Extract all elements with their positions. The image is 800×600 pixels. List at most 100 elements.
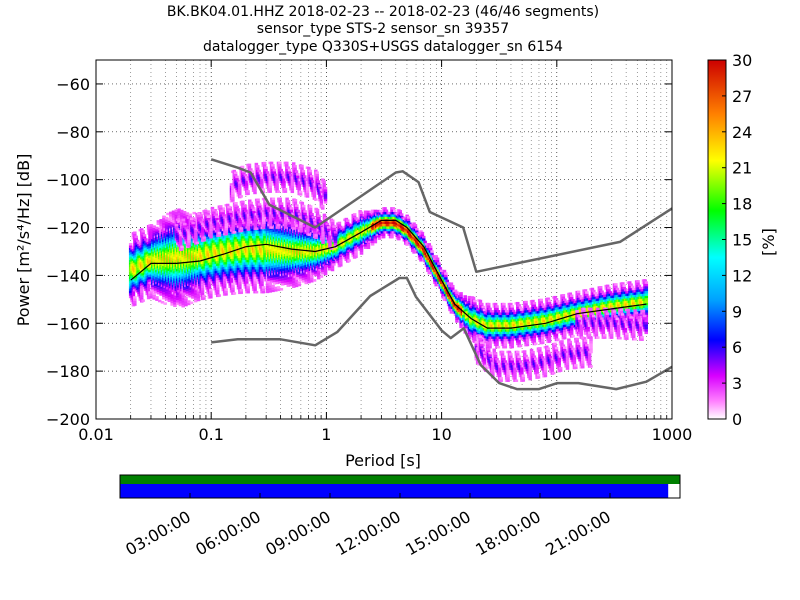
- heatmap-cell: [181, 300, 185, 303]
- heatmap-cell: [209, 288, 213, 292]
- heatmap-cell: [156, 289, 161, 293]
- heatmap-cell: [254, 290, 259, 294]
- heatmap-cell: [170, 224, 174, 227]
- heatmap-cell: [188, 294, 192, 298]
- heatmap-cell: [271, 289, 275, 293]
- heatmap-cell: [376, 212, 380, 215]
- heatmap-cell: [289, 281, 293, 284]
- heatmap-cell: [415, 227, 419, 231]
- heatmap-cell: [131, 294, 136, 297]
- heatmap-cell: [191, 296, 195, 299]
- heatmap-cell: [185, 291, 190, 294]
- heatmap-cell: [246, 283, 250, 287]
- heatmap-cell: [274, 286, 278, 290]
- heatmap-cell: [188, 287, 192, 291]
- heatmap-cell: [370, 209, 375, 213]
- heatmap-cell: [167, 292, 172, 295]
- heatmap-cell: [139, 292, 144, 296]
- heatmap-cell: [164, 298, 169, 301]
- heatmap-cell: [314, 273, 318, 277]
- heatmap-cell: [139, 290, 144, 293]
- heatmap-cell: [209, 293, 213, 297]
- heatmap-cell: [265, 290, 270, 294]
- heatmap-cell: [178, 303, 183, 307]
- heatmap-cell: [185, 221, 190, 225]
- heatmap-cell: [265, 285, 270, 289]
- heatmap-cell: [162, 222, 166, 226]
- heatmap-cell: [428, 247, 433, 251]
- heatmap-cell: [131, 291, 136, 295]
- heatmap-cell: [224, 293, 228, 296]
- heatmap-cell: [152, 225, 156, 228]
- heatmap-cell: [166, 212, 170, 216]
- heatmap-cell: [339, 261, 343, 265]
- heatmap-cell: [271, 284, 275, 288]
- heatmap-cell: [200, 283, 205, 286]
- heatmap-cell: [141, 229, 145, 233]
- heatmap-cell: [185, 214, 190, 218]
- heatmap-cell: [301, 272, 306, 276]
- heatmap-cell: [216, 292, 220, 295]
- heatmap-cell: [222, 281, 227, 284]
- heatmap-cell: [167, 299, 172, 303]
- heatmap-cell: [275, 281, 279, 285]
- heatmap-cell: [238, 279, 242, 283]
- heatmap-cell: [173, 294, 177, 298]
- heatmap-cell: [184, 299, 188, 302]
- heatmap-cell: [164, 295, 169, 299]
- heatmap-cell: [171, 210, 176, 214]
- heatmap-cell: [170, 298, 174, 301]
- heatmap-cell: [316, 274, 321, 278]
- heatmap-cell: [286, 279, 291, 283]
- heatmap-cell: [412, 251, 416, 254]
- heatmap-cell: [162, 287, 166, 290]
- heatmap-cell: [156, 222, 161, 226]
- heatmap-cell: [271, 220, 275, 223]
- heatmap-cell: [133, 303, 137, 306]
- heatmap-cell: [301, 277, 306, 281]
- heatmap-cell: [209, 291, 213, 294]
- heatmap-cell: [146, 284, 151, 288]
- heatmap-cell: [406, 218, 411, 222]
- heatmap-cell: [304, 276, 308, 280]
- heatmap-cell: [314, 271, 318, 274]
- heatmap-cell: [289, 276, 293, 280]
- heatmap-cell: [177, 208, 181, 211]
- heatmap-cell: [182, 211, 187, 214]
- heatmap-cell: [149, 291, 154, 294]
- heatmap-cell: [321, 269, 325, 273]
- heatmap-cell: [239, 291, 244, 294]
- heatmap-cell: [229, 278, 234, 281]
- heatmap-cell: [420, 231, 425, 235]
- heatmap-cell: [430, 252, 434, 256]
- heatmap-cell: [289, 283, 293, 287]
- heatmap-cell: [345, 221, 350, 225]
- heatmap-cell: [181, 297, 185, 301]
- heatmap-cell: [370, 240, 375, 244]
- heatmap-cell: [292, 283, 296, 286]
- heatmap-cell: [177, 215, 181, 219]
- heatmap-cell: [133, 296, 137, 299]
- heatmap-cell: [152, 230, 156, 233]
- heatmap-cell: [186, 302, 191, 306]
- heatmap-cell: [164, 226, 169, 229]
- heatmap-cell: [368, 240, 372, 244]
- heatmap-cell: [133, 300, 137, 304]
- heatmap-cell: [272, 282, 277, 285]
- heatmap-cell: [152, 294, 156, 298]
- heatmap-cell: [167, 289, 172, 293]
- heatmap-cell: [162, 220, 166, 223]
- heatmap-cell: [137, 241, 141, 245]
- heatmap-cell: [149, 226, 154, 229]
- heatmap-cell: [253, 286, 257, 289]
- heatmap-cell: [308, 227, 313, 231]
- heatmap-cell: [260, 283, 264, 287]
- heatmap-cell: [381, 233, 386, 236]
- heatmap-cell: [321, 272, 325, 275]
- heatmap-cell: [428, 245, 433, 249]
- heatmap-cell: [286, 284, 291, 287]
- heatmap-cell: [390, 233, 394, 236]
- heatmap-cell: [181, 295, 185, 298]
- heatmap-cell: [280, 280, 285, 284]
- heatmap-cell: [327, 267, 332, 271]
